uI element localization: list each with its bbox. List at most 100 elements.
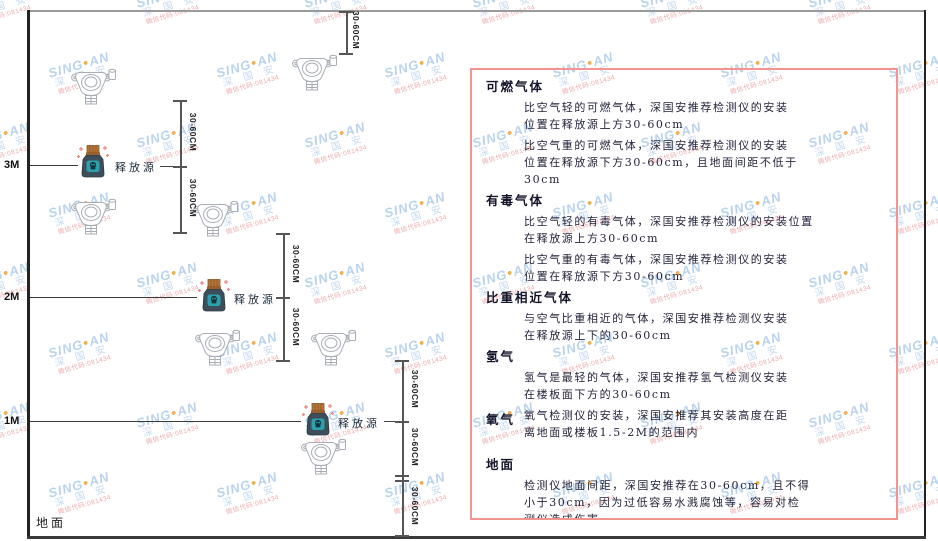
panel-text-line: 位置在释放源下方30-60cm — [524, 270, 685, 283]
dimension-label: 30-60CM — [291, 244, 301, 284]
gas-detector-icon-below-3m — [71, 198, 116, 235]
dimension-tick — [173, 232, 187, 234]
dimension-tick — [276, 297, 290, 299]
dimension-tick — [395, 421, 409, 423]
release-source-icon-2m — [197, 278, 231, 312]
panel-paragraph: 检测仪地面间距，深国安推荐在30-60cm，且不得 小于30cm，因为过低容易水溅… — [524, 477, 886, 520]
gas-detector-icon-ceiling — [292, 54, 337, 91]
gas-detector-icon-above-2m — [193, 200, 238, 237]
dimension-label: 30-60CM — [351, 10, 361, 50]
dimension-tick — [395, 535, 409, 537]
panel-section-heading: 有毒气体 — [486, 193, 545, 208]
left-wall-line — [27, 10, 30, 538]
panel-text-line: 比空气轻的有毒气体，深国安推荐检测仪的安装位置 — [524, 215, 814, 228]
panel-text-line: 比空气轻的可燃气体，深国安推荐检测仪的安装 — [524, 101, 789, 114]
panel-text-line: 位置在释放源上方30-60cm — [524, 118, 685, 131]
panel-section: 可燃气体比空气轻的可燃气体，深国安推荐检测仪的安装 位置在释放源上方30-60cm… — [472, 78, 886, 188]
panel-section: 比重相近气体与空气比重相近的气体，深国安推荐检测仪安装 在释放源上下的30-60c… — [472, 289, 886, 344]
ceiling-line — [27, 10, 926, 12]
leader-line-1m — [384, 421, 402, 422]
dimension-label: 30-60CM — [410, 427, 420, 467]
height-label-1m: 1M — [4, 415, 20, 427]
panel-text-line: 位置在释放源下方30-60cm，且地面间距不低于 — [524, 156, 798, 169]
ground-label: 地面 — [36, 516, 67, 530]
panel-paragraph: 比空气重的有毒气体，深国安推荐检测仪的安装 位置在释放源下方30-60cm — [524, 251, 886, 285]
panel-paragraph: 氧气检测仪的安装，深国安推荐其安装高度在距 离地面或楼板1.5-2M的范围内 — [524, 407, 886, 441]
panel-text-line: 与空气比重相近的气体，深国安推荐检测仪安装 — [524, 312, 789, 325]
level-line-3m — [30, 165, 78, 166]
panel-section: 氧气 氧气检测仪的安装，深国安推荐其安装高度在距 离地面或楼板1.5-2M的范围内 — [472, 407, 886, 441]
dimension-label: 30-60CM — [188, 112, 198, 152]
dimension-line-ceiling — [346, 11, 348, 53]
panel-sections: 可燃气体比空气轻的可燃气体，深国安推荐检测仪的安装 位置在释放源上方30-60cm… — [472, 78, 886, 520]
dimension-tick — [395, 480, 409, 482]
dimension-line-1m — [402, 360, 404, 537]
panel-section-heading: 地面 — [486, 457, 516, 472]
panel-section-heading: 可燃气体 — [486, 79, 545, 94]
gas-detector-icon-below-1m — [301, 438, 346, 475]
dimension-line-2m — [283, 233, 285, 360]
panel-text-line: 在楼板面下方的30-60cm — [524, 388, 672, 401]
release-source-icon-3m — [76, 144, 110, 178]
level-line-1m — [30, 421, 301, 422]
panel-text-line: 比空气重的有毒气体，深国安推荐检测仪的安装 — [524, 253, 789, 266]
panel-section-heading: 氧气 — [486, 412, 516, 427]
dimension-tick — [339, 53, 353, 55]
panel-paragraph: 比空气轻的可燃气体，深国安推荐检测仪的安装 位置在释放源上方30-60cm — [524, 99, 886, 133]
panel-text-line: 检测仪地面间距，深国安推荐在30-60cm，且不得 — [524, 479, 811, 492]
dimension-label: 30-60CM — [188, 178, 198, 218]
panel-text-line: 氧气检测仪的安装，深国安推荐其安装高度在距 — [524, 409, 789, 422]
release-source-label-2m: 释放源 — [234, 293, 276, 306]
panel-paragraph: 氢气是最轻的气体，深国安推荐氢气检测仪安装 在楼板面下方的30-60cm — [524, 369, 886, 403]
panel-section-heading: 氢气 — [486, 349, 516, 364]
level-line-2m — [30, 297, 197, 298]
dimension-label: 30-60CM — [291, 307, 301, 347]
panel-section: 氢气 氢气是最轻的气体，深国安推荐氢气检测仪安装 在楼板面下方的30-60cm — [472, 348, 886, 403]
panel-section: 有毒气体比空气轻的有毒气体，深国安推荐检测仪的安装位置 在释放源上方30-60cm… — [472, 192, 886, 285]
dimension-tick — [276, 360, 290, 362]
release-source-label-1m: 释放源 — [338, 417, 380, 430]
panel-text-line: 测仪造成伤害 — [524, 513, 600, 520]
panel-paragraph: 比空气轻的有毒气体，深国安推荐检测仪的安装位置 在释放源上方30-60cm — [524, 213, 886, 247]
panel-section: 地面 检测仪地面间距，深国安推荐在30-60cm，且不得 小于30cm，因为过低容易… — [472, 456, 886, 520]
panel-text-line: 小于30cm，因为过低容易水溅腐蚀等，容易对检 — [524, 496, 801, 509]
dimension-tick — [276, 233, 290, 235]
ground-line — [27, 536, 926, 539]
dimension-label: 30-60CM — [410, 369, 420, 409]
panel-text-line: 在释放源上方30-60cm — [524, 232, 660, 245]
right-wall-line — [924, 10, 926, 538]
gas-detector-icon-above-1m — [311, 329, 356, 366]
leader-line-3m — [160, 166, 179, 167]
panel-text-line: 离地面或楼板1.5-2M的范围内 — [524, 426, 700, 439]
dimension-tick — [173, 166, 187, 168]
gas-detector-icon-above-3m — [71, 68, 116, 105]
dimension-tick — [395, 475, 409, 477]
panel-section-heading: 比重相近气体 — [486, 290, 574, 305]
dimension-label: 30-60CM — [410, 486, 420, 526]
panel-text-line: 比空气重的可燃气体，深国安推荐检测仪的安装 — [524, 139, 789, 152]
release-source-icon-1m — [301, 402, 335, 436]
panel-text-line: 氢气是最轻的气体，深国安推荐氢气检测仪安装 — [524, 371, 789, 384]
dimension-tick — [173, 100, 187, 102]
panel-text-line: 30cm — [524, 173, 561, 186]
height-label-2m: 2M — [4, 291, 20, 303]
release-source-label-3m: 释放源 — [115, 161, 157, 174]
dimension-tick — [395, 360, 409, 362]
panel-paragraph: 与空气比重相近的气体，深国安推荐检测仪安装 在释放源上下的30-60cm — [524, 310, 886, 344]
panel-text-line: 在释放源上下的30-60cm — [524, 329, 672, 342]
dimension-tick — [339, 11, 353, 13]
